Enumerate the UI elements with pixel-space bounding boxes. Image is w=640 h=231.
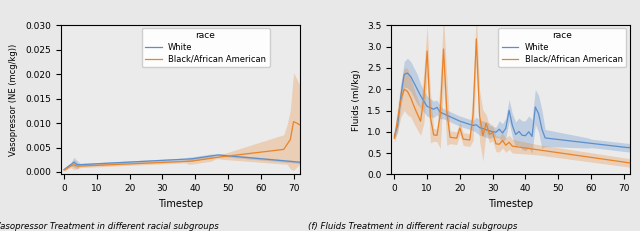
- Black/African American: [139, 162, 147, 165]
- Black/African American: [257, 151, 264, 154]
- Black/African American: [627, 162, 634, 164]
- Y-axis label: Fluids (ml/kg): Fluids (ml/kg): [353, 69, 362, 131]
- Line: White: White: [64, 155, 300, 170]
- Black/African American: [472, 37, 480, 40]
- White: [512, 133, 520, 136]
- White: [623, 146, 631, 149]
- Black/African American: [113, 163, 120, 166]
- Legend: White, Black/African American: White, Black/African American: [141, 28, 269, 67]
- Black/African American: [273, 149, 281, 152]
- Black/African American: [60, 169, 68, 171]
- Y-axis label: Vasopressor (NE (mcg/kg)): Vasopressor (NE (mcg/kg)): [9, 44, 18, 156]
- White: [446, 115, 454, 118]
- Line: Black/African American: Black/African American: [64, 122, 300, 170]
- Text: (f) Fluids Treatment in different racial subgroups: (f) Fluids Treatment in different racial…: [308, 222, 518, 231]
- Line: Black/African American: Black/African American: [394, 39, 630, 163]
- Black/African American: [591, 156, 598, 159]
- White: [296, 161, 304, 164]
- Black/African American: [290, 120, 298, 123]
- White: [591, 142, 598, 145]
- Line: White: White: [394, 73, 630, 148]
- White: [113, 161, 120, 164]
- White: [607, 144, 614, 147]
- X-axis label: Timestep: Timestep: [488, 199, 533, 209]
- X-axis label: Timestep: Timestep: [158, 199, 203, 209]
- White: [260, 158, 268, 160]
- Black/African American: [597, 157, 605, 160]
- White: [60, 168, 68, 171]
- Black/African American: [512, 145, 520, 148]
- White: [597, 143, 605, 146]
- Text: (e) Vasopressor Treatment in different racial subgroups: (e) Vasopressor Treatment in different r…: [0, 222, 219, 231]
- Legend: White, Black/African American: White, Black/African American: [498, 28, 626, 67]
- Black/African American: [179, 160, 186, 163]
- Black/African American: [469, 114, 477, 116]
- White: [276, 159, 284, 162]
- Black/African American: [607, 159, 614, 161]
- White: [390, 135, 398, 137]
- Black/African American: [296, 124, 304, 126]
- White: [139, 160, 147, 163]
- White: [267, 158, 275, 161]
- White: [472, 123, 480, 126]
- White: [179, 158, 186, 161]
- White: [214, 154, 222, 156]
- Black/African American: [390, 137, 398, 140]
- Black/African American: [264, 150, 271, 153]
- Black/African American: [443, 110, 451, 113]
- White: [404, 72, 412, 74]
- White: [627, 146, 634, 149]
